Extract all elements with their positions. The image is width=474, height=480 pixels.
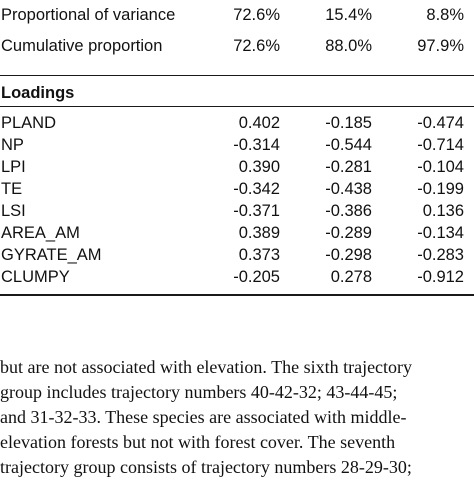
- table-cell: -0.912: [417, 268, 464, 286]
- table-cell: 0.373: [238, 246, 280, 264]
- row-label: CLUMPY: [1, 268, 70, 286]
- table-cell: -0.714: [417, 136, 464, 154]
- row-label: GYRATE_AM: [1, 246, 102, 264]
- table-cell: -0.314: [233, 136, 280, 154]
- row-label: NP: [1, 136, 24, 154]
- table-cell: -0.386: [325, 202, 372, 220]
- row-label: Proportional of variance: [1, 6, 176, 24]
- table-cell: -0.289: [325, 224, 372, 242]
- table-cell: 88.0%: [325, 37, 372, 55]
- table-cell: 72.6%: [233, 6, 280, 24]
- row-label: PLAND: [1, 114, 57, 132]
- table-cell: 72.6%: [233, 37, 280, 55]
- table-cell: -0.371: [233, 202, 280, 220]
- paragraph-line: elevation forests but not with forest co…: [0, 432, 396, 452]
- table-cell: 0.402: [238, 114, 280, 132]
- row-label: LSI: [1, 202, 26, 220]
- table-row: PLAND 0.402 -0.185 -0.474: [0, 112, 474, 134]
- table-cell: -0.283: [417, 246, 464, 264]
- table-cell: -0.205: [233, 268, 280, 286]
- table-row: NP -0.314 -0.544 -0.714: [0, 134, 474, 156]
- table-cell: -0.438: [325, 180, 372, 198]
- table-row: TE -0.342 -0.438 -0.199: [0, 178, 474, 200]
- table-cell: -0.104: [417, 158, 464, 176]
- table-rule: [0, 106, 474, 107]
- table-row: LSI -0.371 -0.386 0.136: [0, 200, 474, 222]
- row-label: TE: [1, 180, 23, 198]
- table-row: AREA_AM 0.389 -0.289 -0.134: [0, 222, 474, 244]
- row-label: AREA_AM: [1, 224, 80, 242]
- table-row: LPI 0.390 -0.281 -0.104: [0, 156, 474, 178]
- paragraph-line: and 31-32-33. These species are associat…: [0, 407, 407, 427]
- table-cell: -0.298: [325, 246, 372, 264]
- table-cell: 0.390: [238, 158, 280, 176]
- table-row: Cumulative proportion 72.6% 88.0% 97.9%: [0, 35, 474, 57]
- table-cell: 15.4%: [325, 6, 372, 24]
- table-cell: -0.544: [325, 136, 372, 154]
- table-cell: 0.389: [238, 224, 280, 242]
- row-label: LPI: [1, 158, 26, 176]
- table-cell: -0.474: [417, 114, 464, 132]
- paragraph-line: group includes trajectory numbers 40-42-…: [0, 382, 398, 402]
- table-rule: [0, 75, 474, 76]
- table-cell: 97.9%: [417, 37, 464, 55]
- table-cell: 0.136: [422, 202, 464, 220]
- loadings-heading: Loadings: [1, 84, 75, 102]
- table-cell: 0.278: [330, 268, 372, 286]
- table-cell: 8.8%: [426, 6, 464, 24]
- table-row: CLUMPY -0.205 0.278 -0.912: [0, 266, 474, 288]
- table-cell: -0.281: [325, 158, 372, 176]
- paragraph-line: trajectory group consists of trajectory …: [0, 457, 412, 477]
- row-label: Cumulative proportion: [1, 37, 163, 55]
- table-row: Proportional of variance 72.6% 15.4% 8.8…: [0, 4, 474, 26]
- table-cell: -0.199: [417, 180, 464, 198]
- table-bottom-rule: [0, 294, 474, 296]
- table-cell: -0.342: [233, 180, 280, 198]
- paragraph-line: but are not associated with elevation. T…: [0, 357, 413, 377]
- table-cell: -0.185: [325, 114, 372, 132]
- table-cell: -0.134: [417, 224, 464, 242]
- table-row: GYRATE_AM 0.373 -0.298 -0.283: [0, 244, 474, 266]
